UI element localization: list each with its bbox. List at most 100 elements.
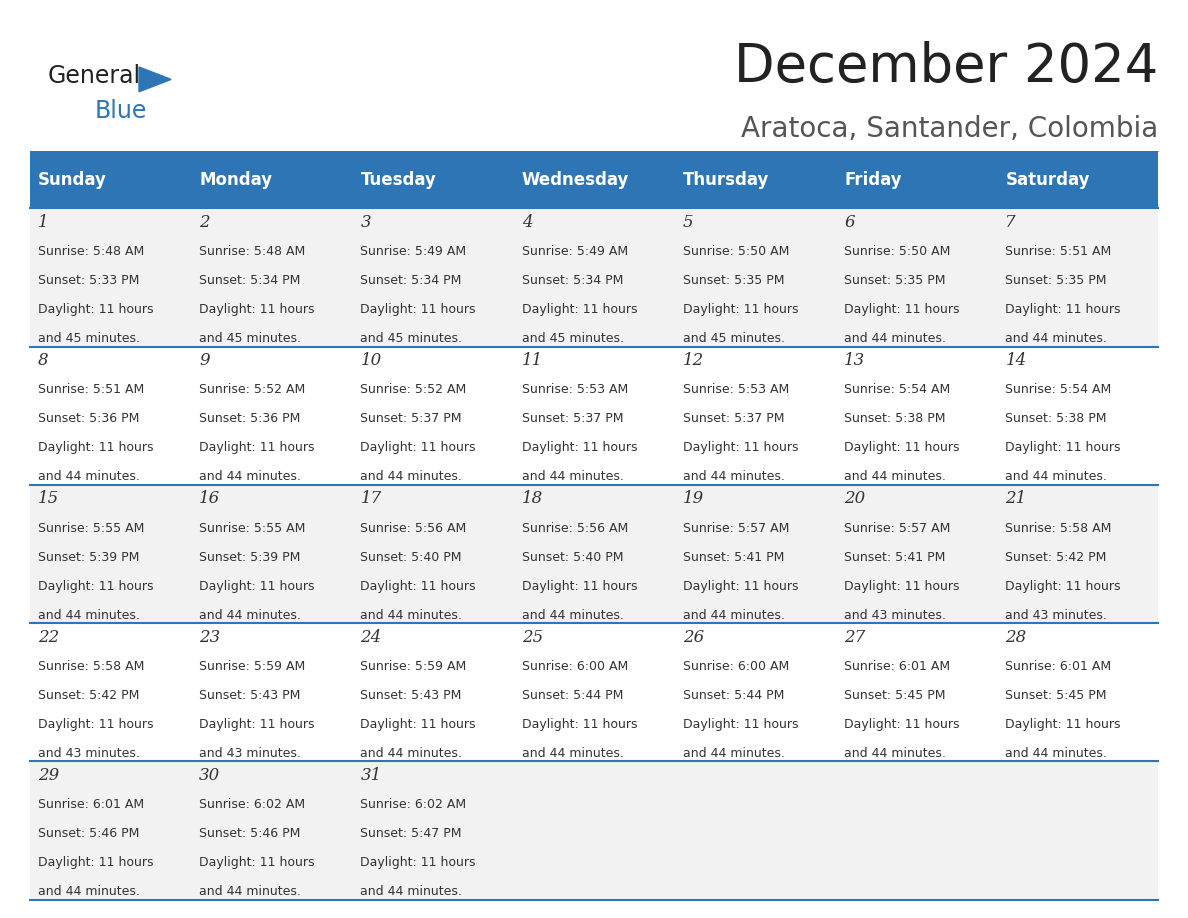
Text: and 44 minutes.: and 44 minutes. — [845, 332, 946, 345]
Text: Sunrise: 5:57 AM: Sunrise: 5:57 AM — [845, 521, 950, 534]
Text: Sunset: 5:47 PM: Sunset: 5:47 PM — [360, 827, 462, 840]
Text: Sunrise: 5:49 AM: Sunrise: 5:49 AM — [522, 245, 627, 258]
Text: Sunset: 5:43 PM: Sunset: 5:43 PM — [360, 688, 462, 702]
Text: Daylight: 11 hours: Daylight: 11 hours — [200, 442, 315, 454]
Text: Sunrise: 5:55 AM: Sunrise: 5:55 AM — [200, 521, 305, 534]
Text: Daylight: 11 hours: Daylight: 11 hours — [360, 442, 476, 454]
Text: Sunrise: 5:52 AM: Sunrise: 5:52 AM — [360, 384, 467, 397]
Bar — [513, 151, 675, 208]
Text: Sunrise: 5:56 AM: Sunrise: 5:56 AM — [360, 521, 467, 534]
Bar — [191, 151, 352, 208]
Bar — [30, 208, 191, 347]
Text: and 45 minutes.: and 45 minutes. — [522, 332, 624, 345]
Text: and 44 minutes.: and 44 minutes. — [200, 609, 301, 621]
Text: Sunrise: 5:58 AM: Sunrise: 5:58 AM — [38, 660, 145, 673]
Text: and 44 minutes.: and 44 minutes. — [845, 470, 946, 484]
Text: Daylight: 11 hours: Daylight: 11 hours — [522, 718, 637, 731]
Text: Daylight: 11 hours: Daylight: 11 hours — [1005, 303, 1121, 316]
Text: 19: 19 — [683, 490, 704, 508]
Text: Sunrise: 5:58 AM: Sunrise: 5:58 AM — [1005, 521, 1112, 534]
Text: 7: 7 — [1005, 214, 1016, 231]
Text: Daylight: 11 hours: Daylight: 11 hours — [522, 579, 637, 593]
Text: 12: 12 — [683, 353, 704, 369]
Text: Monday: Monday — [200, 171, 272, 189]
Bar — [513, 347, 675, 485]
Bar — [997, 347, 1158, 485]
Text: Sunset: 5:39 PM: Sunset: 5:39 PM — [200, 551, 301, 564]
Text: Sunset: 5:34 PM: Sunset: 5:34 PM — [360, 274, 462, 287]
Bar — [30, 347, 191, 485]
Text: 18: 18 — [522, 490, 543, 508]
Text: Sunset: 5:43 PM: Sunset: 5:43 PM — [200, 688, 301, 702]
Text: Sunset: 5:42 PM: Sunset: 5:42 PM — [38, 688, 139, 702]
Text: Daylight: 11 hours: Daylight: 11 hours — [360, 579, 476, 593]
Text: Sunrise: 5:54 AM: Sunrise: 5:54 AM — [1005, 384, 1112, 397]
Text: and 44 minutes.: and 44 minutes. — [200, 885, 301, 898]
Text: Sunset: 5:40 PM: Sunset: 5:40 PM — [360, 551, 462, 564]
Text: 13: 13 — [845, 353, 865, 369]
Text: Sunrise: 6:01 AM: Sunrise: 6:01 AM — [845, 660, 950, 673]
Text: Sunset: 5:46 PM: Sunset: 5:46 PM — [200, 827, 301, 840]
Text: 22: 22 — [38, 629, 59, 645]
Text: 25: 25 — [522, 629, 543, 645]
Text: 26: 26 — [683, 629, 704, 645]
Bar — [30, 151, 191, 208]
Bar — [836, 761, 997, 900]
Polygon shape — [139, 67, 171, 92]
Bar — [191, 347, 352, 485]
Text: Blue: Blue — [95, 99, 147, 123]
Text: and 43 minutes.: and 43 minutes. — [200, 747, 301, 760]
Text: Daylight: 11 hours: Daylight: 11 hours — [683, 718, 798, 731]
Text: 14: 14 — [1005, 353, 1026, 369]
Bar — [675, 208, 836, 347]
Text: and 44 minutes.: and 44 minutes. — [38, 609, 140, 621]
Bar — [30, 761, 191, 900]
Text: Sunrise: 5:51 AM: Sunrise: 5:51 AM — [38, 384, 144, 397]
Text: Sunrise: 5:50 AM: Sunrise: 5:50 AM — [845, 245, 950, 258]
Text: Sunset: 5:41 PM: Sunset: 5:41 PM — [683, 551, 784, 564]
Text: Tuesday: Tuesday — [360, 171, 436, 189]
Text: Sunrise: 5:50 AM: Sunrise: 5:50 AM — [683, 245, 789, 258]
Bar — [836, 208, 997, 347]
Text: and 44 minutes.: and 44 minutes. — [360, 470, 462, 484]
Text: and 43 minutes.: and 43 minutes. — [38, 747, 140, 760]
Text: Sunset: 5:37 PM: Sunset: 5:37 PM — [522, 412, 624, 425]
Bar — [675, 485, 836, 623]
Text: December 2024: December 2024 — [734, 41, 1158, 94]
Text: Sunset: 5:38 PM: Sunset: 5:38 PM — [1005, 412, 1107, 425]
Text: 24: 24 — [360, 629, 381, 645]
Bar — [352, 485, 513, 623]
Text: 21: 21 — [1005, 490, 1026, 508]
Text: Sunset: 5:41 PM: Sunset: 5:41 PM — [845, 551, 946, 564]
Text: and 45 minutes.: and 45 minutes. — [360, 332, 462, 345]
Bar — [191, 761, 352, 900]
Bar — [997, 623, 1158, 761]
Text: Daylight: 11 hours: Daylight: 11 hours — [38, 856, 153, 869]
Text: Sunset: 5:44 PM: Sunset: 5:44 PM — [522, 688, 623, 702]
Text: Sunset: 5:35 PM: Sunset: 5:35 PM — [683, 274, 784, 287]
Text: Daylight: 11 hours: Daylight: 11 hours — [683, 303, 798, 316]
Bar — [513, 208, 675, 347]
Text: Sunrise: 5:48 AM: Sunrise: 5:48 AM — [200, 245, 305, 258]
Bar — [352, 761, 513, 900]
Text: 23: 23 — [200, 629, 221, 645]
Text: Sunset: 5:39 PM: Sunset: 5:39 PM — [38, 551, 139, 564]
Text: 5: 5 — [683, 214, 694, 231]
Text: and 44 minutes.: and 44 minutes. — [200, 470, 301, 484]
Text: Daylight: 11 hours: Daylight: 11 hours — [845, 303, 960, 316]
Text: Daylight: 11 hours: Daylight: 11 hours — [200, 718, 315, 731]
Text: 9: 9 — [200, 353, 210, 369]
Text: Daylight: 11 hours: Daylight: 11 hours — [38, 579, 153, 593]
Text: Daylight: 11 hours: Daylight: 11 hours — [38, 718, 153, 731]
Text: Daylight: 11 hours: Daylight: 11 hours — [522, 442, 637, 454]
Text: Daylight: 11 hours: Daylight: 11 hours — [360, 856, 476, 869]
Text: and 44 minutes.: and 44 minutes. — [360, 609, 462, 621]
Text: Sunrise: 5:56 AM: Sunrise: 5:56 AM — [522, 521, 628, 534]
Text: Sunrise: 6:02 AM: Sunrise: 6:02 AM — [360, 798, 467, 812]
Bar — [352, 347, 513, 485]
Text: Sunrise: 5:52 AM: Sunrise: 5:52 AM — [200, 384, 305, 397]
Text: Sunset: 5:40 PM: Sunset: 5:40 PM — [522, 551, 624, 564]
Text: Daylight: 11 hours: Daylight: 11 hours — [200, 579, 315, 593]
Text: Daylight: 11 hours: Daylight: 11 hours — [522, 303, 637, 316]
Bar — [191, 208, 352, 347]
